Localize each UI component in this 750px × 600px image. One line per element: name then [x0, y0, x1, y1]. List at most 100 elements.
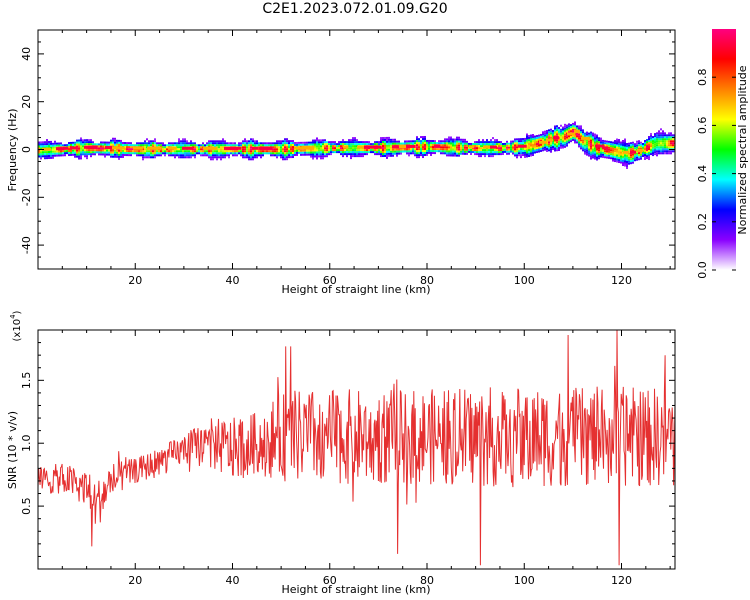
heatmap-cell — [474, 145, 476, 148]
heatmap-cell — [590, 155, 592, 158]
heatmap-cell — [592, 148, 594, 151]
heatmap-cell — [328, 153, 330, 156]
heatmap-cell — [476, 145, 478, 148]
heatmap-cell — [94, 143, 96, 146]
heatmap-cell — [376, 141, 378, 144]
heatmap-cell — [544, 134, 546, 137]
heatmap-cell — [212, 142, 214, 145]
heatmap-cell — [288, 144, 290, 147]
heatmap-cell — [48, 145, 50, 148]
heatmap-cell — [654, 133, 656, 136]
heatmap-cell — [244, 154, 246, 157]
heatmap-cell — [428, 141, 430, 144]
heatmap-cell — [570, 126, 572, 129]
heatmap-cell — [566, 128, 568, 131]
heatmap-cell — [660, 132, 662, 135]
heatmap-cell — [56, 154, 58, 157]
heatmap-cell — [380, 155, 382, 158]
heatmap-cell — [164, 148, 166, 151]
heatmap-cell — [72, 151, 74, 154]
heatmap-cell — [296, 143, 298, 146]
heatmap-cell — [292, 156, 294, 159]
heatmap-cell — [200, 146, 202, 149]
heatmap-cell — [648, 146, 650, 149]
heatmap-cell — [46, 153, 48, 156]
heatmap-cell — [40, 149, 42, 152]
heatmap-cell — [554, 129, 556, 132]
heatmap-cell — [654, 153, 656, 156]
heatmap-cell — [146, 156, 148, 159]
heatmap-cell — [98, 145, 100, 148]
heatmap-cell — [390, 150, 392, 153]
heatmap-cell — [328, 149, 330, 152]
heatmap-cell — [86, 141, 88, 144]
heatmap-cell — [602, 141, 604, 144]
heatmap-cell — [240, 150, 242, 153]
heatmap-cell — [72, 149, 74, 152]
heatmap-cell — [70, 153, 72, 156]
heatmap-cell — [640, 141, 642, 144]
heatmap-cell — [42, 155, 44, 158]
heatmap-cell — [278, 150, 280, 153]
heatmap-cell — [282, 148, 284, 151]
heatmap-cell — [38, 151, 40, 154]
heatmap-cell — [238, 144, 240, 147]
heatmap-cell — [160, 142, 162, 145]
heatmap-cell — [218, 140, 220, 143]
heatmap-cell — [518, 138, 520, 141]
heatmap-cell — [390, 146, 392, 149]
heatmap-cell — [148, 152, 150, 155]
heatmap-cell — [290, 140, 292, 143]
heatmap-cell — [382, 151, 384, 154]
heatmap-cell — [88, 143, 90, 146]
heatmap-cell — [370, 143, 372, 146]
heatmap-cell — [432, 150, 434, 153]
heatmap-cell — [648, 148, 650, 151]
y-tick-label: 20 — [20, 95, 33, 109]
heatmap-cell — [566, 142, 568, 145]
heatmap-cell — [56, 144, 58, 147]
heatmap-cell — [592, 146, 594, 149]
heatmap-cell — [422, 142, 424, 145]
ridge-peak-mark — [294, 146, 304, 150]
heatmap-cell — [220, 150, 222, 153]
heatmap-cell — [628, 156, 630, 159]
heatmap-cell — [450, 138, 452, 141]
heatmap-cell — [276, 142, 278, 145]
ridge-peak-mark — [266, 146, 273, 150]
heatmap-cell — [90, 153, 92, 156]
heatmap-cell — [196, 152, 198, 155]
heatmap-cell — [494, 151, 496, 154]
heatmap-cell — [442, 146, 444, 149]
heatmap-cell — [358, 141, 360, 144]
heatmap-cell — [330, 151, 332, 154]
heatmap-cell — [192, 148, 194, 151]
heatmap-cell — [488, 153, 490, 156]
heatmap-cell — [384, 140, 386, 143]
ridge-peak-mark — [469, 145, 475, 149]
heatmap-cell — [178, 138, 180, 141]
heatmap-cell — [142, 152, 144, 155]
heatmap-cell — [568, 125, 570, 128]
heatmap-cell — [490, 139, 492, 142]
heatmap-cell — [650, 139, 652, 142]
heatmap-cell — [478, 149, 480, 152]
heatmap-cell — [216, 154, 218, 157]
heatmap-cell — [646, 143, 648, 146]
heatmap-cell — [348, 151, 350, 154]
heatmap-cell — [142, 142, 144, 145]
heatmap-cell — [644, 144, 646, 147]
heatmap-cell — [630, 156, 632, 159]
heatmap-cell — [210, 150, 212, 153]
heatmap-cell — [298, 151, 300, 154]
heatmap-cell — [354, 137, 356, 140]
heatmap-cell — [662, 142, 664, 145]
heatmap-cell — [360, 151, 362, 154]
heatmap-cell — [532, 138, 534, 141]
heatmap-cell — [618, 155, 620, 158]
heatmap-cell — [620, 157, 622, 160]
heatmap-cell — [660, 146, 662, 149]
heatmap-cell — [636, 142, 638, 145]
heatmap-cell — [456, 140, 458, 143]
heatmap-cell — [664, 132, 666, 135]
